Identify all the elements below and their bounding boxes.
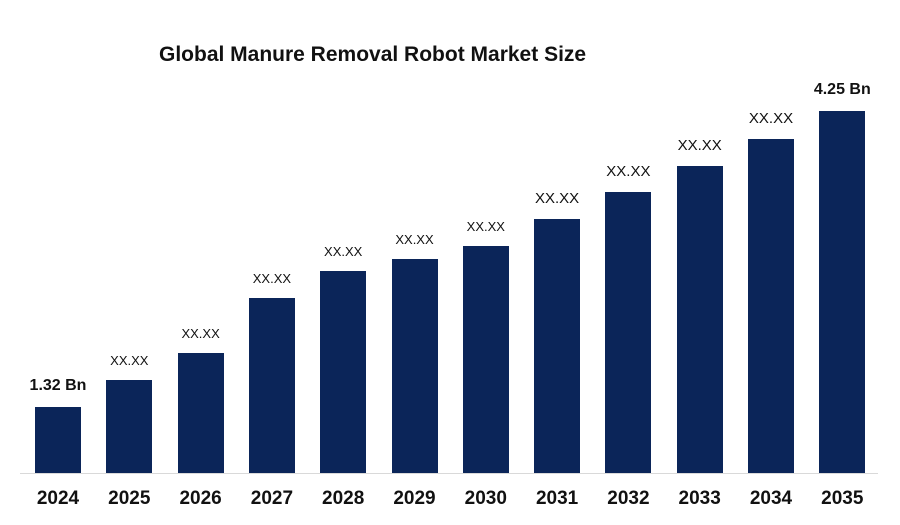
x-tick-2025: 2025 xyxy=(108,488,151,509)
chart-title: Global Manure Removal Robot Market Size xyxy=(159,43,587,66)
bar-2034 xyxy=(748,139,794,473)
x-tick-2033: 2033 xyxy=(678,488,721,509)
value-label-2035: 4.25 Bn xyxy=(813,81,871,98)
x-axis-line xyxy=(20,473,878,474)
x-tick-2034: 2034 xyxy=(749,488,793,509)
value-label-2032: XX.XX xyxy=(606,163,651,180)
bar-2025 xyxy=(106,380,153,473)
x-tick-2027: 2027 xyxy=(250,488,294,509)
x-tick-2026: 2026 xyxy=(179,488,222,509)
value-label-2031: XX.XX xyxy=(535,190,580,207)
bar-2027 xyxy=(248,298,295,473)
value-label-2027: XX.XX xyxy=(252,271,292,286)
x-tick-2030: 2030 xyxy=(464,488,507,509)
bar-2028 xyxy=(320,271,367,473)
value-label-2028: XX.XX xyxy=(324,244,363,259)
bar-2030 xyxy=(462,246,509,473)
bar-2032 xyxy=(605,192,652,473)
bar-2033 xyxy=(676,166,723,473)
value-label-2029: XX.XX xyxy=(395,232,434,247)
bar-2026 xyxy=(177,353,224,473)
x-tick-2024: 2024 xyxy=(36,488,80,509)
x-tick-2029: 2029 xyxy=(393,488,436,509)
value-label-2024: 1.32 Bn xyxy=(29,377,87,394)
x-tick-2032: 2032 xyxy=(607,488,650,509)
bar-2031 xyxy=(534,219,581,473)
value-label-2025: XX.XX xyxy=(110,353,149,368)
x-tick-2031: 2031 xyxy=(535,488,579,509)
bar-2024 xyxy=(35,407,81,473)
value-label-2034: XX.XX xyxy=(748,110,794,127)
bar-2029 xyxy=(391,259,438,473)
value-label-2026: XX.XX xyxy=(181,326,220,341)
value-label-2033: XX.XX xyxy=(677,137,722,154)
bar-2035 xyxy=(819,111,866,473)
value-label-2030: XX.XX xyxy=(466,219,505,234)
x-tick-2035: 2035 xyxy=(821,488,864,509)
x-tick-2028: 2028 xyxy=(322,488,365,509)
